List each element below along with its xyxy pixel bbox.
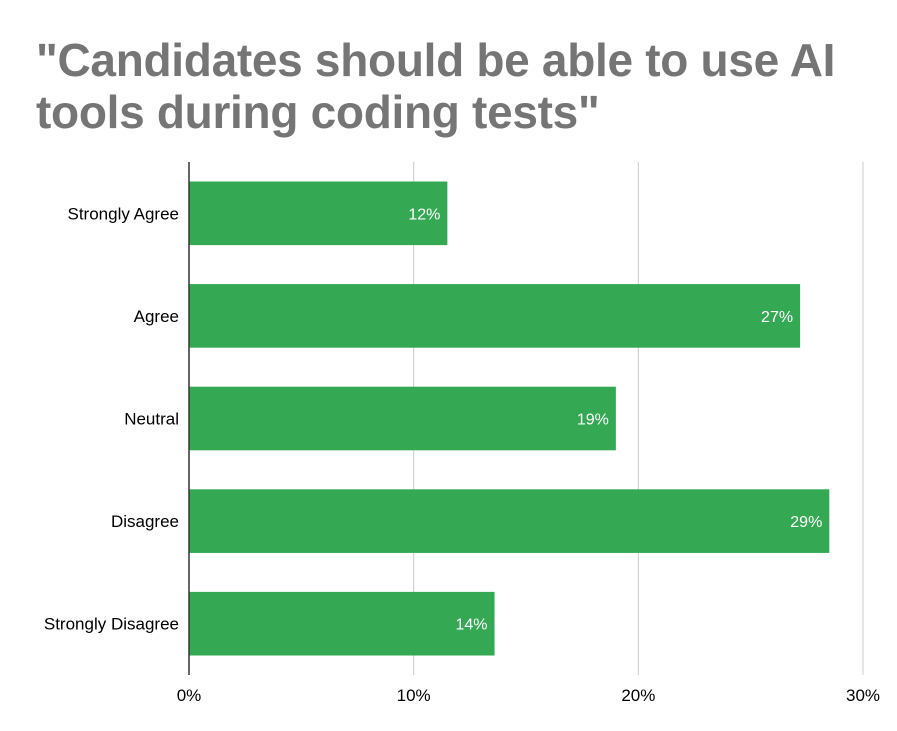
labels: 0% 10% 20% 30% Strongly Agree 12% Agree 27% Neut…: [44, 204, 880, 705]
data-label: 27%: [761, 309, 793, 326]
x-tick-label: 30%: [846, 686, 880, 705]
x-tick-label: 0%: [177, 686, 202, 705]
category-label: Strongly Disagree: [44, 615, 179, 634]
x-tick-label: 20%: [621, 686, 655, 705]
bar: [189, 489, 830, 553]
chart-title: "Candidates should be able to use AI too…: [36, 34, 836, 138]
data-label: 29%: [790, 514, 822, 531]
category-label: Disagree: [111, 512, 179, 531]
bar: [189, 284, 801, 348]
bars: [189, 181, 830, 656]
bar: [189, 181, 448, 246]
data-label: 12%: [408, 206, 440, 223]
data-label: 19%: [577, 412, 609, 429]
data-label: 14%: [456, 617, 488, 634]
bar: [189, 591, 495, 656]
category-label: Strongly Agree: [67, 204, 179, 223]
x-tick-label: 10%: [397, 686, 431, 705]
category-label: Neutral: [124, 410, 179, 429]
category-label: Agree: [134, 307, 179, 326]
bar: [189, 386, 616, 451]
